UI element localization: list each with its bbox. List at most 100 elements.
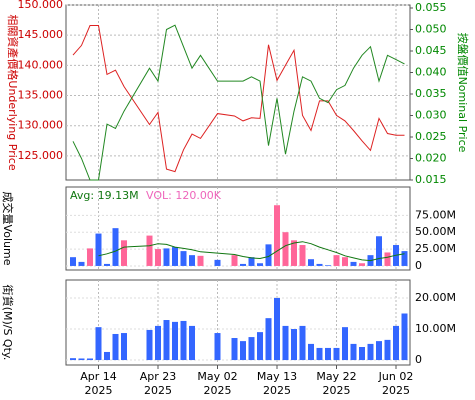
y-axis-label: 街貨(M)/S Qty. xyxy=(1,285,15,361)
bar xyxy=(257,332,263,361)
y2-tick-label: 0.055 xyxy=(415,1,447,14)
bar xyxy=(299,325,306,361)
bar xyxy=(240,341,246,361)
line xyxy=(72,24,405,181)
y2-tick-label: 50.00M xyxy=(415,225,456,238)
line xyxy=(98,241,405,262)
y-tick-label: 140.000 xyxy=(18,58,64,71)
bar xyxy=(257,263,263,266)
bar xyxy=(359,263,365,266)
bar xyxy=(325,265,331,266)
bar xyxy=(333,255,340,266)
bar xyxy=(87,358,93,361)
bar xyxy=(155,249,161,266)
annotation: Avg: 19.13M xyxy=(70,189,139,202)
bar xyxy=(401,313,408,361)
bar xyxy=(308,259,314,266)
bar xyxy=(197,255,204,266)
bar xyxy=(291,329,297,361)
x-tick-label: Apr 23 2025 xyxy=(139,370,177,397)
y2-axis-label: 按盤價值Nominal Price xyxy=(456,33,470,153)
bar xyxy=(104,351,110,361)
bar xyxy=(265,318,272,361)
bar xyxy=(393,325,399,361)
y2-tick-label: 20.00M xyxy=(415,291,456,304)
bar xyxy=(121,333,127,361)
x-tick-label: May 22 2025 xyxy=(316,370,357,397)
bar xyxy=(325,347,331,361)
bar xyxy=(282,232,289,266)
bar xyxy=(401,251,408,266)
bar xyxy=(112,228,119,266)
bar xyxy=(274,205,280,266)
y2-tick-label: 0.045 xyxy=(415,44,447,57)
bar xyxy=(367,343,374,361)
y2-tick-label: 0 xyxy=(415,259,422,272)
bar xyxy=(231,255,238,266)
y-tick-label: 135.000 xyxy=(18,89,64,102)
bar xyxy=(172,321,178,361)
y2-tick-label: 0.015 xyxy=(415,173,447,186)
bar xyxy=(316,347,323,361)
y-tick-label: 145.000 xyxy=(18,28,64,41)
bar xyxy=(163,320,170,361)
bar xyxy=(87,248,93,266)
bar xyxy=(231,338,238,361)
y-axis-label: 成交量Volume xyxy=(1,192,15,266)
bar xyxy=(78,261,85,266)
bar xyxy=(180,320,187,361)
bar xyxy=(240,263,246,266)
bar xyxy=(299,245,306,266)
y-tick-label: 130.000 xyxy=(18,119,64,132)
bar xyxy=(376,341,382,361)
bar xyxy=(376,236,382,266)
bar xyxy=(146,329,153,361)
y2-tick-label: 0.040 xyxy=(415,66,447,79)
bar xyxy=(155,325,161,361)
bar xyxy=(384,339,391,361)
bar xyxy=(214,259,221,266)
x-tick-label: Apr 14 2025 xyxy=(80,370,117,397)
bar xyxy=(214,333,221,361)
y2-tick-label: 75.00M xyxy=(415,208,456,221)
x-tick-label: May 13 2025 xyxy=(256,370,298,397)
bar xyxy=(163,248,170,266)
y2-tick-label: 0.030 xyxy=(415,109,447,122)
bar xyxy=(274,297,280,361)
bar xyxy=(350,343,357,361)
bar xyxy=(189,325,195,361)
bar xyxy=(78,358,85,361)
bar xyxy=(342,327,348,361)
x-tick-label: May 02 2025 xyxy=(197,370,238,397)
bar xyxy=(121,240,127,266)
y-tick-label: 150.000 xyxy=(18,0,64,11)
bar xyxy=(359,347,365,361)
y2-tick-label: 0.035 xyxy=(415,87,447,100)
y2-tick-label: 0 xyxy=(415,353,422,366)
bar xyxy=(104,263,110,266)
bar xyxy=(95,327,102,361)
y2-tick-label: 25.00M xyxy=(415,242,456,255)
bar xyxy=(146,235,153,266)
y2-tick-label: 10.00M xyxy=(415,322,456,335)
y2-tick-label: 0.020 xyxy=(415,152,447,165)
bar xyxy=(316,263,323,266)
annotation: VOL: 120.00K xyxy=(146,189,222,202)
line xyxy=(72,25,405,173)
y2-tick-label: 0.050 xyxy=(415,23,447,36)
bar xyxy=(95,233,102,266)
bar xyxy=(265,244,272,266)
bar xyxy=(70,358,76,361)
bar xyxy=(248,337,255,361)
x-tick-label: Jun 02 2025 xyxy=(378,370,414,397)
bar xyxy=(350,261,357,266)
bar xyxy=(172,247,178,266)
bar xyxy=(308,343,314,361)
bar xyxy=(384,252,391,266)
bar xyxy=(112,333,119,361)
bar xyxy=(248,257,255,266)
bar xyxy=(282,325,289,361)
bar xyxy=(333,347,340,361)
